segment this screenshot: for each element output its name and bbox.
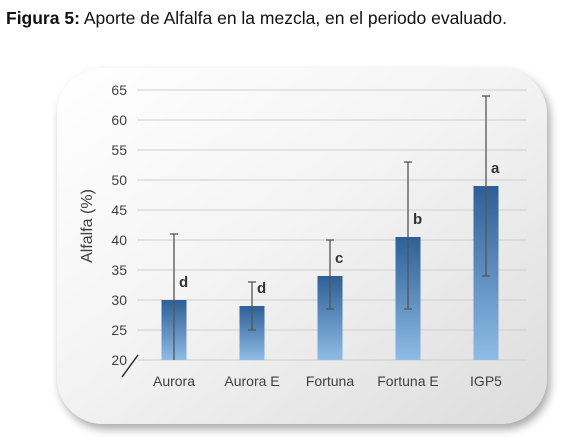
figure-label: Figura 5: — [6, 8, 80, 28]
x-category-label: IGP5 — [470, 373, 502, 389]
figure-caption: Figura 5: Aporte de Alfalfa en la mezcla… — [6, 8, 507, 29]
figure-caption-text: Aporte de Alfalfa en la mezcla, en el pe… — [83, 8, 508, 28]
y-tick-label: 30 — [111, 292, 127, 308]
y-tick-label: 25 — [111, 322, 127, 338]
y-tick-label: 50 — [111, 172, 127, 188]
y-tick-label: 20 — [111, 352, 127, 368]
axis-break-mark — [121, 354, 139, 378]
y-tick-label: 55 — [111, 142, 127, 158]
y-tick-label: 35 — [111, 262, 127, 278]
y-axis-label: Alfalfa (%) — [79, 189, 96, 263]
x-category-label: Fortuna E — [377, 373, 438, 389]
y-tick-label: 45 — [111, 202, 127, 218]
x-category-label: Fortuna — [306, 373, 354, 389]
significance-letter: a — [491, 160, 500, 177]
significance-letter: d — [179, 274, 188, 291]
significance-letter: d — [257, 280, 266, 297]
chart-card — [57, 68, 547, 424]
x-category-label: Aurora — [153, 373, 195, 389]
y-tick-label: 65 — [111, 82, 127, 98]
x-category-label: Aurora E — [224, 373, 279, 389]
significance-letter: b — [413, 211, 422, 228]
y-tick-label: 40 — [111, 232, 127, 248]
significance-letter: c — [335, 250, 343, 267]
y-tick-label: 60 — [111, 112, 127, 128]
